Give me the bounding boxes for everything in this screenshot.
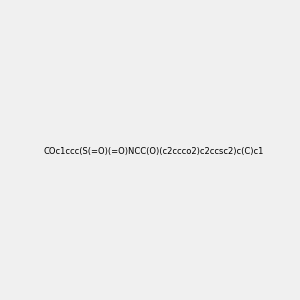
Text: COc1ccc(S(=O)(=O)NCC(O)(c2ccco2)c2ccsc2)c(C)c1: COc1ccc(S(=O)(=O)NCC(O)(c2ccco2)c2ccsc2)… bbox=[44, 147, 264, 156]
